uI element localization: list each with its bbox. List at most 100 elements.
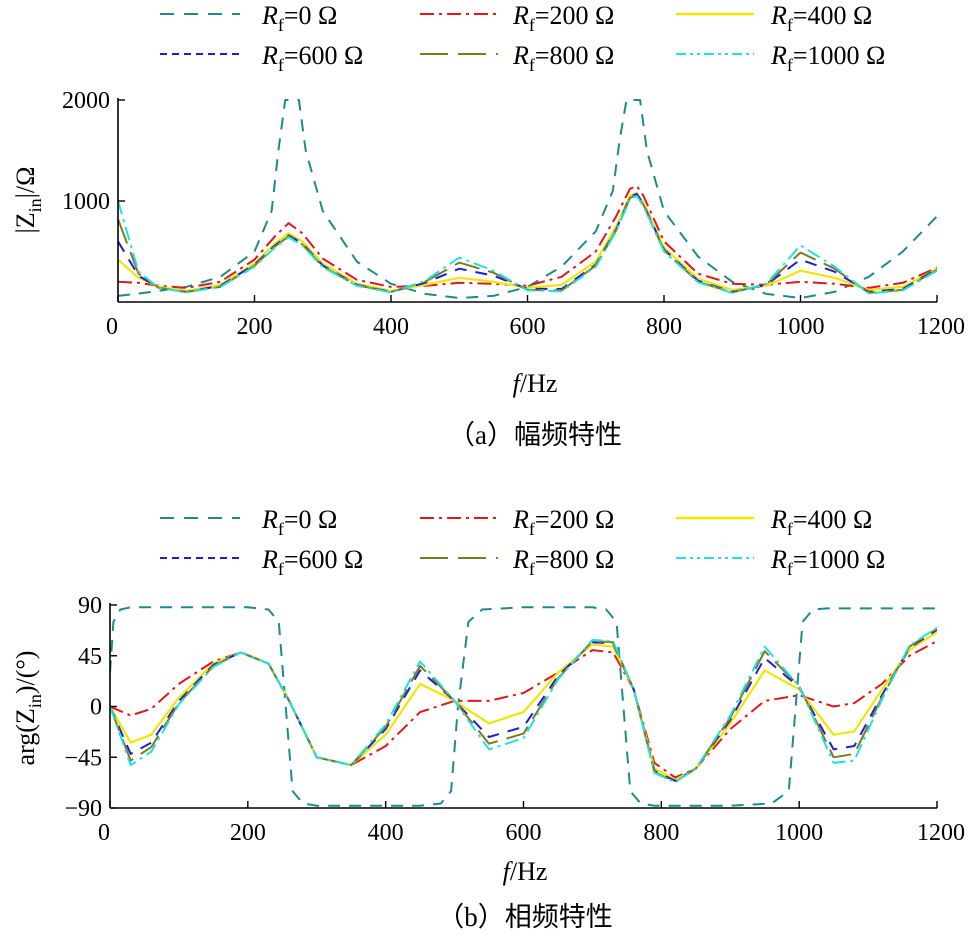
chart-b-xtick-label-4: 800 — [643, 820, 679, 846]
chart-a-xtick-label-3: 600 — [510, 314, 546, 340]
chart-b-series-3 — [110, 628, 937, 782]
chart-b-caption: （b）相频特性 — [437, 902, 613, 932]
legend-a-sub-3: f — [278, 55, 284, 75]
svg-text:Rf=800 Ω: Rf=800 Ω — [512, 41, 614, 75]
legend-a-symbol-3: R — [261, 41, 278, 70]
svg-text:Rf=1000 Ω: Rf=1000 Ω — [770, 545, 885, 579]
legend-b-label-2: =400 Ω — [793, 505, 873, 534]
legend-b-symbol-4: R — [512, 545, 529, 574]
legend-a-symbol-4: R — [512, 41, 529, 70]
chart-b-ytick-label-0: −90 — [64, 796, 102, 822]
chart-b: 0 200 400 600 800 1000 1200 −90 −45 0 45 90 arg(Zin… — [11, 593, 965, 932]
chart-a-xtick-label-2: 400 — [373, 314, 409, 340]
chart-a: 0 200 400 600 800 1000 1200 1000 2000 |Zin|/Ω f/… — [11, 88, 965, 450]
legend-a-entry-3: Rf=600 Ω — [160, 41, 363, 75]
chart-b-series-0 — [110, 606, 937, 807]
svg-text:Rf=0 Ω: Rf=0 Ω — [261, 1, 337, 35]
svg-text:Rf=200 Ω: Rf=200 Ω — [512, 1, 614, 35]
chart-b-axes: 0 200 400 600 800 1000 1200 −90 −45 0 45 90 — [64, 593, 965, 846]
chart-a-ytick-label-1: 2000 — [62, 88, 110, 114]
chart-a-xtick-label-4: 800 — [646, 314, 682, 340]
chart-b-xtick-label-6: 1200 — [917, 820, 965, 846]
legend-a-entry-2: Rf=400 Ω — [676, 1, 872, 35]
svg-text:Rf=600 Ω: Rf=600 Ω — [261, 41, 363, 75]
legend-a-label-5: =1000 Ω — [793, 41, 886, 70]
legend-b-sub-1: f — [529, 519, 535, 539]
chart-b-ytick-label-3: 45 — [78, 644, 102, 670]
chart-a-series-5 — [118, 194, 937, 295]
svg-text:Rf=200 Ω: Rf=200 Ω — [512, 505, 614, 539]
chart-b-xtick-label-1: 200 — [230, 820, 266, 846]
legend-a-sub-2: f — [787, 15, 793, 35]
chart-a-ylabel: |Zin|/Ω — [11, 167, 45, 234]
legend-b-entry-1: Rf=200 Ω — [420, 505, 614, 539]
legend-b-label-5: =1000 Ω — [793, 545, 886, 574]
chart-a-xtick-label-0: 0 — [106, 314, 118, 340]
legend-a-label-2: =400 Ω — [793, 1, 873, 30]
chart-a-xlabel: f/Hz — [513, 369, 558, 398]
legend-a-entry-0: Rf=0 Ω — [160, 1, 337, 35]
legend-b-label-4: =800 Ω — [535, 545, 615, 574]
legend-b-entry-3: Rf=600 Ω — [160, 545, 363, 579]
chart-b-ytick-label-2: 0 — [90, 695, 102, 721]
chart-a-series-4 — [118, 193, 937, 294]
chart-b-ytick-label-1: −45 — [64, 745, 102, 771]
chart-b-series-4 — [110, 627, 937, 784]
legend-b-label-3: =600 Ω — [284, 545, 364, 574]
legend-a-sub-0: f — [278, 15, 284, 35]
legend-b-entry-4: Rf=800 Ω — [420, 545, 614, 579]
legend-a-symbol-1: R — [512, 1, 529, 30]
legend-b-label-1: =200 Ω — [535, 505, 615, 534]
chart-a-plot-area — [118, 99, 937, 299]
legend-a-sub-1: f — [529, 15, 535, 35]
legend-b-symbol-0: R — [261, 505, 278, 534]
legend-a-entry-4: Rf=800 Ω — [420, 41, 614, 75]
legend-a-label-0: =0 Ω — [284, 1, 338, 30]
chart-b-ylabel: arg(Zin)/(°) — [11, 651, 45, 766]
svg-text:Rf=1000 Ω: Rf=1000 Ω — [770, 41, 885, 75]
chart-a-series-3 — [118, 192, 937, 293]
chart-a-caption: （a）幅频特性 — [448, 420, 622, 450]
chart-a-xtick-label-6: 1200 — [917, 314, 965, 340]
svg-text:Rf=0 Ω: Rf=0 Ω — [261, 505, 337, 539]
chart-a-axes: 0 200 400 600 800 1000 1200 1000 2000 — [62, 88, 965, 340]
legend-b-sub-2: f — [787, 519, 793, 539]
chart-b-plot-area — [110, 606, 937, 807]
chart-a-ytick-label-0: 1000 — [62, 189, 110, 215]
legend-a-sub-5: f — [787, 55, 793, 75]
svg-text:Rf=400 Ω: Rf=400 Ω — [770, 505, 872, 539]
legend-b-symbol-5: R — [770, 545, 787, 574]
chart-b-series-2 — [110, 631, 937, 781]
chart-a-series-2 — [118, 191, 937, 292]
legend-b-sub-5: f — [787, 559, 793, 579]
legend-b-entry-0: Rf=0 Ω — [160, 505, 337, 539]
legend-b-symbol-3: R — [261, 545, 278, 574]
legend-a-label-3: =600 Ω — [284, 41, 364, 70]
legend-a-symbol-5: R — [770, 41, 787, 70]
legend-a-entry-1: Rf=200 Ω — [420, 1, 614, 35]
svg-text:Rf=800 Ω: Rf=800 Ω — [512, 545, 614, 579]
legend-a-label-4: =800 Ω — [535, 41, 615, 70]
legend-b-symbol-1: R — [512, 505, 529, 534]
legend-b-entry-5: Rf=1000 Ω — [676, 545, 885, 579]
legend-a-label-1: =200 Ω — [535, 1, 615, 30]
legend-a-sub-4: f — [529, 55, 535, 75]
chart-b-xtick-label-0: 0 — [98, 820, 110, 846]
chart-b-ytick-label-4: 90 — [78, 593, 102, 619]
legend-a-symbol-0: R — [261, 1, 278, 30]
legend-b: Rf=0 Ω Rf=200 Ω Rf=400 Ω Rf=600 Ω Rf=800… — [160, 505, 885, 579]
legend-b-entry-2: Rf=400 Ω — [676, 505, 872, 539]
legend-b-sub-3: f — [278, 559, 284, 579]
legend-b-sub-4: f — [529, 559, 535, 579]
svg-text:Rf=400 Ω: Rf=400 Ω — [770, 1, 872, 35]
legend-a-symbol-2: R — [770, 1, 787, 30]
chart-a-xtick-label-1: 200 — [237, 314, 273, 340]
chart-b-xtick-label-3: 600 — [506, 820, 542, 846]
chart-b-series-5 — [110, 626, 937, 784]
svg-text:Rf=600 Ω: Rf=600 Ω — [261, 545, 363, 579]
chart-b-xtick-label-2: 400 — [368, 820, 404, 846]
legend-b-label-0: =0 Ω — [284, 505, 338, 534]
legend-b-sub-0: f — [278, 519, 284, 539]
legend-a: Rf=0 Ω Rf=200 Ω Rf=400 Ω Rf=600 Ω Rf=800… — [160, 1, 885, 75]
